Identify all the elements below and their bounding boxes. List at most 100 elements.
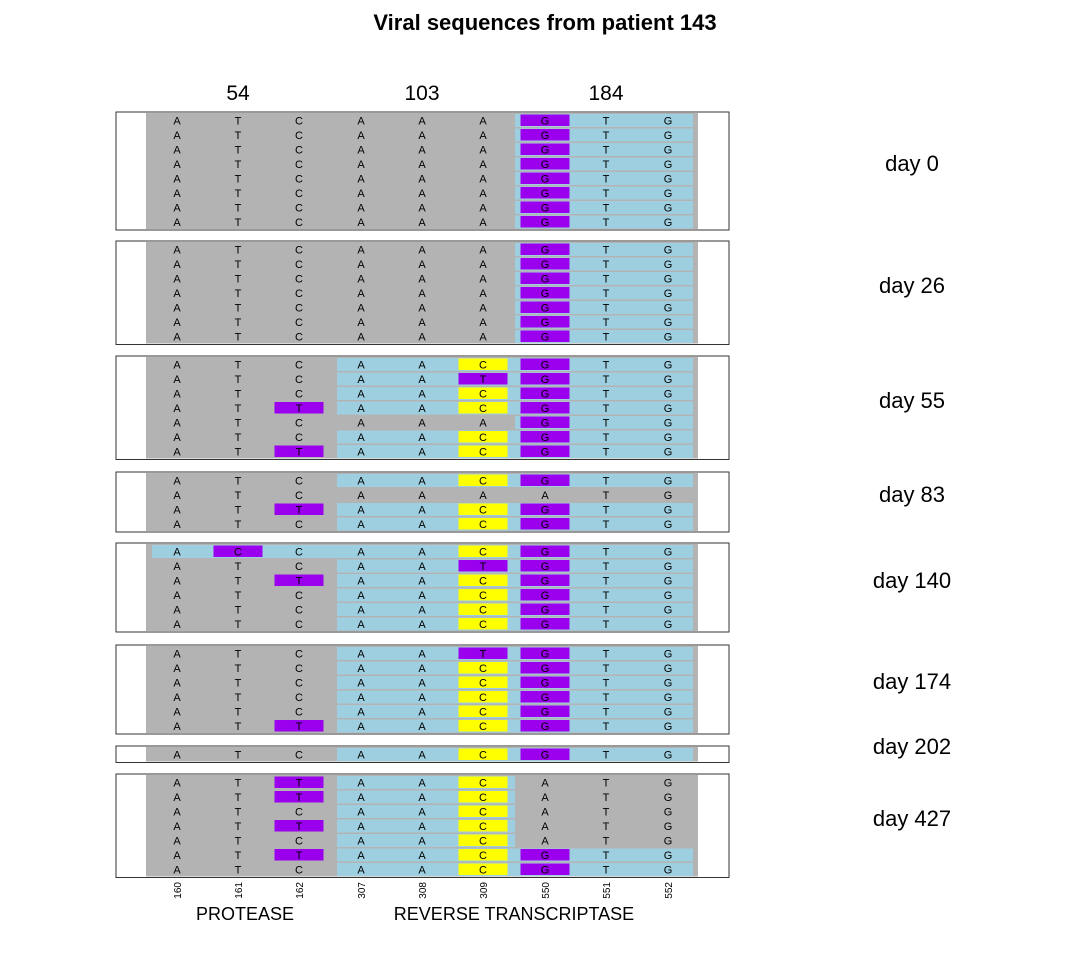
nucleotide: G (664, 374, 673, 386)
yellow-highlight (458, 387, 508, 399)
purple-highlight (520, 216, 570, 228)
gene-label-protease: PROTEASE (196, 904, 294, 924)
purple-highlight (458, 560, 508, 572)
nucleotide: A (357, 274, 365, 286)
nucleotide: T (603, 721, 610, 733)
nucleotide: G (664, 519, 673, 531)
nucleotide: G (664, 678, 673, 690)
nucleotide: A (357, 188, 365, 200)
nucleotide: G (664, 619, 673, 631)
nucleotide: T (603, 432, 610, 444)
nucleotide: C (479, 750, 487, 762)
nucleotide: G (664, 663, 673, 675)
nucleotide: A (357, 590, 365, 602)
nucleotide: C (479, 590, 487, 602)
nucleotide: T (603, 116, 610, 128)
nucleotide: A (479, 274, 487, 286)
nucleotide: A (418, 505, 426, 517)
nucleotide: G (664, 807, 673, 819)
nucleotide: A (357, 778, 365, 790)
nucleotide: G (664, 865, 673, 877)
nucleotide: C (295, 145, 303, 157)
nucleotide: G (541, 750, 550, 762)
nucleotide: A (418, 836, 426, 848)
yellow-highlight (458, 445, 508, 457)
purple-highlight (520, 272, 570, 284)
nucleotide: A (418, 374, 426, 386)
nucleotide: C (479, 403, 487, 415)
nucleotide: A (357, 490, 365, 502)
panel-day-26: A T C A A A G T GA T C A A A G T GA T C A A A G T GA T C A A A G T GA T C A… (115, 240, 945, 345)
nucleotide: A (418, 159, 426, 171)
purple-highlight (520, 258, 570, 270)
nucleotide: A (418, 188, 426, 200)
nucleotide: T (603, 130, 610, 142)
nucleotide: A (479, 174, 487, 186)
nucleotide: G (541, 403, 550, 415)
nucleotide: T (296, 821, 303, 833)
nucleotide: T (603, 288, 610, 300)
nucleotide: T (603, 561, 610, 573)
purple-highlight (520, 748, 570, 760)
nucleotide: C (479, 865, 487, 877)
yellow-highlight (458, 849, 508, 861)
nucleotide: G (541, 203, 550, 215)
yellow-highlight (458, 545, 508, 557)
position-label-308: 308 (418, 882, 429, 899)
nucleotide: A (479, 490, 487, 502)
nucleotide: G (664, 750, 673, 762)
nucleotide: A (418, 605, 426, 617)
nucleotide: C (479, 807, 487, 819)
nucleotide: G (664, 303, 673, 315)
panel-border (115, 240, 730, 345)
purple-highlight (520, 114, 570, 126)
nucleotide: G (664, 432, 673, 444)
nucleotide: C (479, 389, 487, 401)
nucleotide: A (541, 836, 549, 848)
nucleotide: C (295, 274, 303, 286)
purple-highlight (520, 143, 570, 155)
nucleotide: G (664, 490, 673, 502)
purple-highlight (520, 545, 570, 557)
nucleotide: T (603, 159, 610, 171)
nucleotide: A (357, 217, 365, 229)
nucleotide: G (541, 865, 550, 877)
nucleotide: A (357, 317, 365, 329)
nucleotide: A (479, 245, 487, 257)
nucleotide: A (418, 360, 426, 372)
nucleotide: C (295, 288, 303, 300)
nucleotide: T (235, 418, 242, 430)
nucleotide: G (664, 174, 673, 186)
purple-highlight (520, 560, 570, 572)
nucleotide: G (541, 317, 550, 329)
nucleotide: A (418, 865, 426, 877)
nucleotide: A (418, 547, 426, 559)
nucleotide: G (541, 678, 550, 690)
nucleotide: A (357, 692, 365, 704)
nucleotide: A (418, 576, 426, 588)
nucleotide: T (603, 576, 610, 588)
purple-highlight (520, 187, 570, 199)
nucleotide: T (235, 130, 242, 142)
nucleotide: C (295, 476, 303, 488)
nucleotide: T (235, 836, 242, 848)
yellow-highlight (458, 863, 508, 875)
nucleotide: G (541, 174, 550, 186)
nucleotide: T (296, 447, 303, 459)
nucleotide: T (235, 807, 242, 819)
nucleotide: T (603, 174, 610, 186)
nucleotide: T (235, 145, 242, 157)
